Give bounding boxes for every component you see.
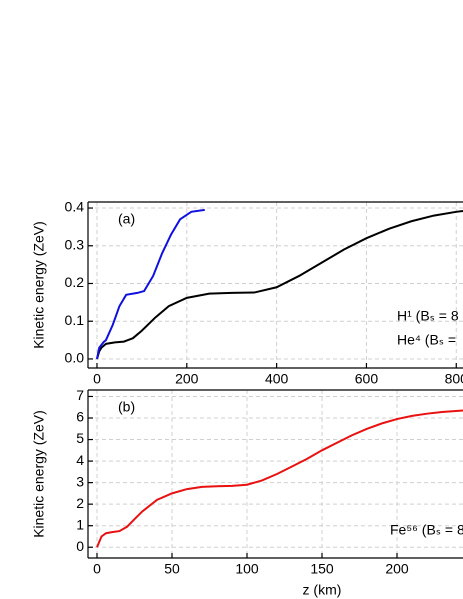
y-tick-label: 1 <box>76 516 84 532</box>
y-tick-label: 0.3 <box>65 236 85 252</box>
y-axis-label: Kinetic energy (ZeV) <box>31 410 47 538</box>
x-tick-label: 600 <box>355 371 379 387</box>
y-axis-label: Kinetic energy (ZeV) <box>31 221 47 349</box>
x-tick-label: 400 <box>265 371 289 387</box>
y-tick-label: 0.4 <box>65 199 85 215</box>
y-tick-label: 5 <box>76 430 84 446</box>
x-tick-label: 50 <box>164 561 180 577</box>
y-tick-label: 0.0 <box>65 350 85 366</box>
y-tick-label: 7 <box>76 387 84 403</box>
line-series <box>96 409 463 548</box>
legend-label: Fe⁵⁶ (Bₛ = 8 <box>390 522 463 538</box>
x-tick-label: 100 <box>235 561 259 577</box>
y-tick-label: 0.1 <box>65 312 85 328</box>
x-tick-label: 800 <box>445 371 463 387</box>
x-tick-label: 200 <box>175 371 199 387</box>
y-tick-label: 0 <box>76 538 84 554</box>
x-tick-label: 150 <box>310 561 334 577</box>
legend-label: He⁴ (Bₛ = <box>397 332 456 348</box>
y-tick-label: 3 <box>76 473 84 489</box>
x-tick-label: 0 <box>93 561 101 577</box>
legend-label: H¹ (Bₛ = 8 <box>397 308 459 324</box>
line-series <box>96 210 463 360</box>
line-series <box>95 208 205 360</box>
y-tick-label: 6 <box>76 409 84 425</box>
x-tick-label: 200 <box>385 561 409 577</box>
x-tick-label: 0 <box>93 371 101 387</box>
y-tick-label: 0.2 <box>65 274 85 290</box>
panel-label: (b) <box>118 399 135 415</box>
y-tick-label: 4 <box>76 452 84 468</box>
y-tick-label: 2 <box>76 495 84 511</box>
panel-label: (a) <box>118 211 135 227</box>
x-axis-label: z (km) <box>303 582 342 598</box>
